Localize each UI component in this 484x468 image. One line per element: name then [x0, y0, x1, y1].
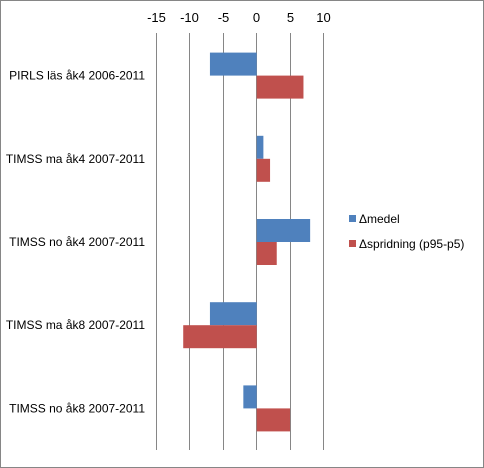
bar-series2-cat4	[183, 325, 257, 349]
x-tick-label: -15	[147, 10, 166, 25]
bar-series1-cat5	[243, 385, 257, 409]
legend-swatch-1	[349, 215, 356, 222]
category-label: TIMSS no åk4 2007-2011	[9, 235, 145, 249]
x-tick-label: 10	[316, 10, 330, 25]
legend-swatch-2	[349, 240, 356, 247]
category-label: TIMSS ma åk8 2007-2011	[6, 318, 146, 332]
bar-series1-cat3	[256, 219, 311, 242]
legend-label-2: Δspridning (p95-p5)	[359, 237, 464, 251]
category-label: TIMSS no åk8 2007-2011	[9, 401, 145, 415]
legend-label-1: Δmedel	[359, 212, 400, 226]
bars	[183, 52, 311, 432]
bar-series1-cat1	[209, 52, 257, 76]
bar-series2-cat5	[256, 408, 291, 432]
x-tick-labels: -15 -10 -5 0 5 10	[147, 10, 331, 25]
x-tick-label: -5	[218, 10, 230, 25]
legend: Δmedel Δspridning (p95-p5)	[349, 212, 464, 251]
bar-series1-cat4	[209, 302, 257, 326]
bar-series2-cat3	[256, 242, 277, 265]
category-label: PIRLS läs åk4 2006-2011	[9, 69, 145, 83]
x-tick-label: 5	[287, 10, 294, 25]
bar-series1-cat2	[256, 135, 264, 159]
bar-series2-cat2	[256, 158, 271, 182]
category-label: TIMSS ma åk4 2007-2011	[6, 152, 146, 166]
x-tick-label: 0	[253, 10, 260, 25]
bar-series2-cat1	[256, 75, 304, 99]
category-labels: PIRLS läs åk4 2006-2011 TIMSS ma åk4 2007…	[6, 69, 146, 416]
x-tick-label: -10	[180, 10, 199, 25]
